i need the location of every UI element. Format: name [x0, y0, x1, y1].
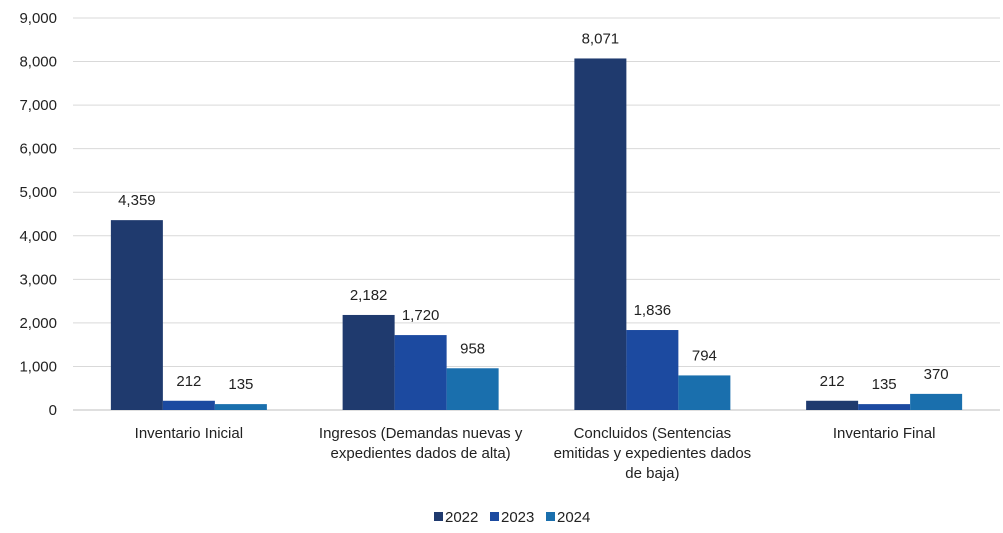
y-tick-label: 0: [49, 402, 57, 419]
category-label-line: Inventario Inicial: [135, 425, 243, 442]
bar-2023: [162, 400, 215, 410]
data-label-2024: 370: [924, 366, 949, 383]
bar-2024: [446, 368, 499, 410]
bar-2023: [858, 404, 911, 410]
bar-2022: [342, 314, 395, 410]
data-label-2023: 212: [176, 373, 201, 390]
data-label-2023: 135: [872, 376, 897, 393]
bars: [110, 58, 963, 411]
data-label-2022: 4,359: [118, 192, 156, 209]
y-tick-label: 3,000: [19, 271, 57, 288]
data-label-2022: 8,071: [582, 30, 620, 47]
y-tick-label: 7,000: [19, 97, 57, 114]
category-label: Inventario Inicial: [135, 425, 243, 442]
legend-label-2023: 2023: [501, 509, 534, 526]
category-label: Ingresos (Demandas nuevas y expedientes d…: [319, 425, 523, 462]
category-label: Inventario Final: [833, 425, 936, 442]
y-tick-label: 9,000: [19, 10, 57, 27]
category-label-line: Ingresos (Demandas nuevas y: [319, 425, 523, 442]
bar-2023: [394, 335, 447, 410]
y-tick-label: 6,000: [19, 141, 57, 158]
data-label-2024: 958: [460, 340, 485, 357]
legend-swatch-2024: [546, 512, 555, 521]
legend: 2022 2023 2024: [434, 509, 590, 526]
bar-2022: [806, 400, 859, 410]
bar-2023: [626, 330, 679, 410]
data-labels: 4,359 212 135 2,182 1,720 958 8,071 1,836 794 212…: [118, 30, 949, 393]
bar-2022: [574, 58, 627, 411]
y-axis-ticks: 0 1,000 2,000 3,000 4,000 5,000 6,000 7,000 8,00…: [19, 10, 57, 419]
legend-label-2024: 2024: [557, 509, 590, 526]
y-tick-label: 4,000: [19, 228, 57, 245]
bar-2024: [910, 393, 963, 410]
data-label-2022: 212: [820, 373, 845, 390]
x-axis-categories: Inventario Inicial Ingresos (Demandas nue…: [135, 425, 936, 482]
y-tick-label: 8,000: [19, 54, 57, 71]
legend-swatch-2023: [490, 512, 499, 521]
bar-2022: [110, 220, 163, 410]
category-label: Concluidos (Sentencias emitidas y expedie…: [554, 425, 752, 482]
data-label-2024: 794: [692, 347, 717, 364]
bar-2024: [214, 404, 267, 410]
y-tick-label: 2,000: [19, 315, 57, 332]
legend-swatch-2022: [434, 512, 443, 521]
data-label-2023: 1,836: [634, 302, 672, 319]
legend-label-2022: 2022: [445, 509, 478, 526]
category-label-line: Inventario Final: [833, 425, 936, 442]
y-tick-label: 1,000: [19, 358, 57, 375]
data-label-2022: 2,182: [350, 287, 388, 304]
category-label-line: de baja): [625, 465, 679, 482]
data-label-2023: 1,720: [402, 307, 440, 324]
category-label-line: Concluidos (Sentencias: [574, 425, 732, 442]
gridlines: [73, 17, 1000, 411]
data-label-2024: 135: [228, 376, 253, 393]
y-tick-label: 5,000: [19, 184, 57, 201]
bar-2024: [678, 375, 731, 410]
category-label-line: expedientes dados de alta): [331, 445, 511, 462]
category-label-line: emitidas y expedientes dados: [554, 445, 752, 462]
